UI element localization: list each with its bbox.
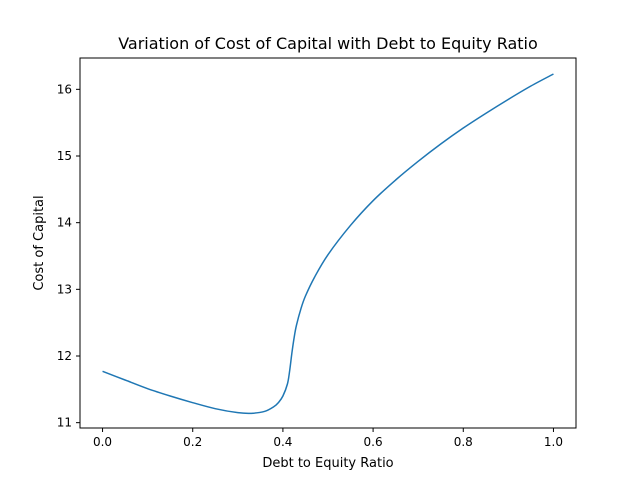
y-tick-label: 11 [57,416,72,430]
x-tick-label: 0.2 [183,435,202,449]
x-tick-label: 1.0 [544,435,563,449]
x-tick-label: 0.6 [364,435,383,449]
y-axis-ticks: 11 12 13 14 15 16 [57,82,80,430]
plot-area [79,57,577,429]
y-tick-label: 14 [57,216,72,230]
x-tick-label: 0.8 [454,435,473,449]
y-tick-label: 16 [57,82,72,96]
chart-title: Variation of Cost of Capital with Debt t… [118,34,538,53]
x-tick-label: 0.4 [273,435,292,449]
y-axis-label: Cost of Capital [32,195,47,290]
axes-frame [79,57,577,429]
x-tick-label: 0.0 [93,435,112,449]
series-line [102,73,554,415]
y-tick-label: 12 [57,349,72,363]
y-tick-label: 15 [57,149,72,163]
x-axis-label: Debt to Equity Ratio [262,456,393,471]
y-tick-label: 13 [57,282,72,296]
x-axis-ticks: 0.0 0.2 0.4 0.6 0.8 1.0 [93,428,563,449]
